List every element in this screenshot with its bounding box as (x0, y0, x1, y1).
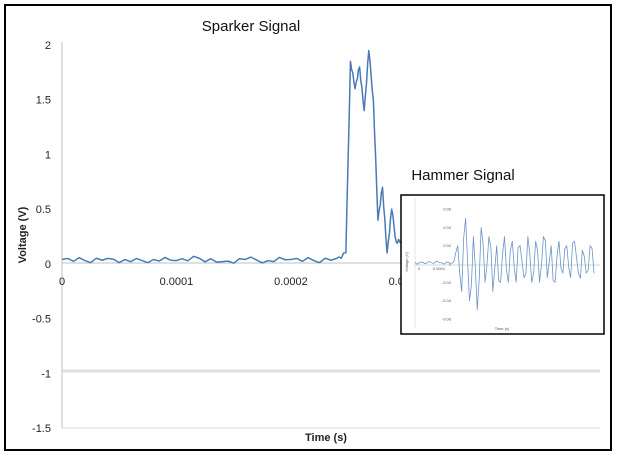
x-axis-title: Time (s) (305, 432, 347, 444)
inset-y-tick-label: 0 (449, 262, 452, 267)
inset-y-tick-label: 0.04 (443, 225, 452, 230)
y-tick-labels: 2 1.5 1 0.5 0 -0.5 -1 -1.5 (32, 40, 51, 435)
inset-frame (400, 194, 605, 335)
main-chart-title: Sparker Signal (202, 18, 300, 35)
y-tick-label: 0 (45, 259, 51, 271)
inset-y-tick-label: 0.02 (443, 243, 452, 248)
inset-x-axis-title: Time (s) (495, 326, 510, 331)
y-tick-label: 1 (45, 149, 51, 161)
y-axis-title: Voltage (V) (17, 206, 29, 263)
inset-chart-title: Hammer Signal (411, 167, 514, 184)
y-tick-label: -1 (41, 368, 51, 380)
inset-y-axis-title: Voltage (V) (404, 251, 409, 271)
y-tick-label: 0.5 (36, 204, 51, 216)
y-tick-label: -1.5 (32, 423, 51, 435)
x-tick-label: 0.0002 (274, 276, 308, 288)
y-tick-label: 1.5 (36, 95, 51, 107)
inset-y-tick-label: -0.04 (442, 298, 452, 303)
inset-x-tick-labels: 0 0.0001 (418, 266, 446, 271)
inset-y-tick-label: 0.06 (443, 207, 452, 212)
y-tick-label: -0.5 (32, 314, 51, 326)
inset-chart: 0.060.040.020-0.02-0.04-0.06 0 0.0001 Vol… (400, 194, 605, 335)
x-tick-label: 0 (59, 276, 65, 288)
inset-y-tick-label: -0.06 (442, 316, 452, 321)
x-tick-label: 0.0001 (160, 276, 194, 288)
y-tick-label: 2 (45, 40, 51, 52)
inset-y-tick-labels: 0.06 0.04 0.02 0 -0.02 -0.04 -0.06 (442, 207, 452, 322)
inset-y-tick-label: -0.02 (442, 280, 452, 285)
inset-x-tick-label: 0.0001 (433, 266, 446, 271)
hammer-signal-line (414, 217, 595, 311)
inset-x-tick-label: 0 (418, 266, 421, 271)
